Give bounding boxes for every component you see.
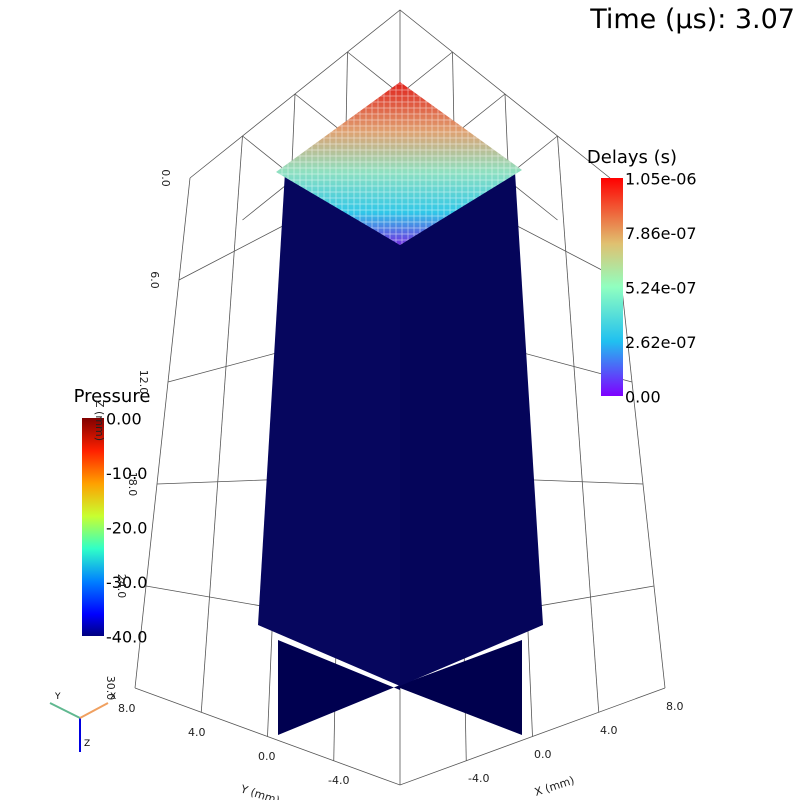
transducer-mesh	[276, 82, 522, 245]
y-tick-label: 4.0	[188, 726, 206, 739]
pressure-tick-label: -10.0	[106, 464, 147, 483]
delays-title: Delays (s)	[587, 147, 677, 168]
pressure-tick-label: -30.0	[106, 573, 147, 592]
grid-line	[134, 177, 191, 689]
z-tick-label: 12.0	[137, 370, 150, 395]
pressure-title: Pressure	[74, 386, 151, 407]
prism-leg	[400, 640, 522, 735]
x-tick-label: 8.0	[666, 700, 684, 713]
grid-line	[557, 135, 600, 713]
prism-face	[258, 172, 400, 686]
z-tick-label: 0.0	[159, 169, 172, 187]
y-axis-title: Y (mm)	[238, 782, 281, 800]
prism-face	[400, 172, 543, 686]
z-axis-title: Z (mm)	[93, 400, 106, 441]
y-tick-label: 0.0	[258, 750, 276, 763]
x-tick-label: 4.0	[600, 724, 618, 737]
x-axis-title: X (mm)	[533, 774, 576, 799]
pressure-tick-label: 0.00	[106, 410, 142, 429]
prism-leg	[278, 640, 400, 735]
orient-z-label: Z	[84, 739, 90, 749]
delays-tick-label: 2.62e-07	[625, 333, 697, 352]
z-tick-label: 24.0	[115, 574, 128, 599]
pressure-tick-label: -20.0	[106, 519, 147, 538]
time-label: Time (µs): 3.07	[589, 4, 795, 35]
orient-y	[49, 702, 81, 719]
pressure-colorbar	[82, 418, 104, 636]
delays-tick-label: 1.05e-06	[625, 170, 697, 189]
orient-y-label: Y	[54, 692, 61, 702]
delays-tick-label: 5.24e-07	[625, 279, 697, 298]
z-tick-label: 6.0	[148, 271, 161, 289]
z-tick-label: 30.0	[104, 676, 117, 701]
pressure-tick-label: -40.0	[106, 628, 147, 647]
orient-x-label: X	[110, 692, 116, 702]
delays-colorbar	[601, 178, 623, 396]
z-tick-label: 18.0	[126, 472, 139, 497]
x-tick-label: 0.0	[534, 748, 552, 761]
delays-tick-label: 7.86e-07	[625, 224, 697, 243]
x-tick-label: -4.0	[468, 772, 489, 785]
delays-tick-label: 0.00	[625, 388, 661, 407]
orient-x	[79, 702, 109, 719]
y-tick-label: -4.0	[328, 774, 349, 787]
y-tick-label: 8.0	[118, 702, 136, 715]
grid-line	[200, 135, 243, 713]
